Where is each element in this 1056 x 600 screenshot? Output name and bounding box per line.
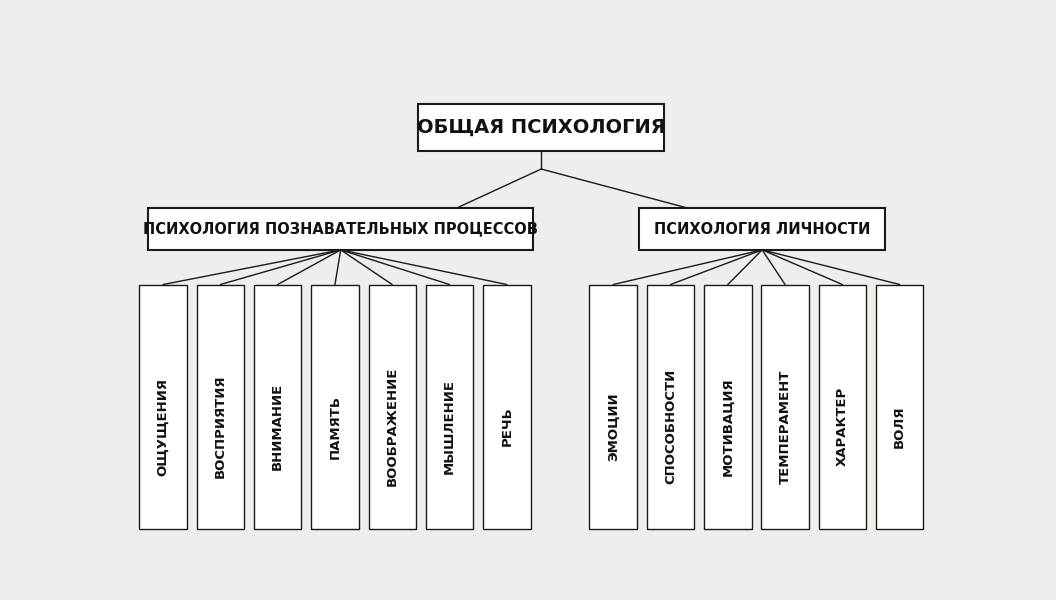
FancyBboxPatch shape: [483, 284, 530, 529]
FancyBboxPatch shape: [704, 284, 752, 529]
Text: ПАМЯТЬ: ПАМЯТЬ: [328, 395, 341, 458]
Text: ПСИХОЛОГИЯ ПОЗНАВАТЕЛЬНЫХ ПРОЦЕССОВ: ПСИХОЛОГИЯ ПОЗНАВАТЕЛЬНЫХ ПРОЦЕССОВ: [144, 221, 539, 236]
FancyBboxPatch shape: [818, 284, 866, 529]
Text: ПСИХОЛОГИЯ ЛИЧНОСТИ: ПСИХОЛОГИЯ ЛИЧНОСТИ: [654, 221, 870, 236]
Text: ТЕМПЕРАМЕНТ: ТЕМПЕРАМЕНТ: [778, 370, 792, 484]
FancyBboxPatch shape: [139, 284, 187, 529]
Text: ХАРАКТЕР: ХАРАКТЕР: [836, 387, 849, 466]
Text: ВОЛЯ: ВОЛЯ: [893, 405, 906, 448]
FancyBboxPatch shape: [196, 284, 244, 529]
Text: ЭМОЦИИ: ЭМОЦИИ: [607, 392, 620, 461]
Text: ВООБРАЖЕНИЕ: ВООБРАЖЕНИЕ: [385, 367, 399, 486]
FancyBboxPatch shape: [426, 284, 473, 529]
FancyBboxPatch shape: [589, 284, 637, 529]
Text: ОЩУЩЕНИЯ: ОЩУЩЕНИЯ: [156, 377, 170, 476]
Text: МЫШЛЕНИЕ: МЫШЛЕНИЕ: [444, 379, 456, 474]
Text: ВНИМАНИЕ: ВНИМАНИЕ: [271, 383, 284, 470]
FancyBboxPatch shape: [253, 284, 301, 529]
FancyBboxPatch shape: [646, 284, 694, 529]
Text: СПОСОБНОСТИ: СПОСОБНОСТИ: [664, 369, 677, 484]
FancyBboxPatch shape: [639, 208, 885, 250]
FancyBboxPatch shape: [369, 284, 416, 529]
FancyBboxPatch shape: [148, 208, 533, 250]
Text: МОТИВАЦИЯ: МОТИВАЦИЯ: [721, 377, 734, 476]
Text: ОБЩАЯ ПСИХОЛОГИЯ: ОБЩАЯ ПСИХОЛОГИЯ: [417, 118, 665, 137]
FancyBboxPatch shape: [418, 104, 664, 151]
Text: ВОСПРИЯТИЯ: ВОСПРИЯТИЯ: [214, 375, 227, 478]
FancyBboxPatch shape: [875, 284, 923, 529]
Text: РЕЧЬ: РЕЧЬ: [501, 407, 513, 446]
FancyBboxPatch shape: [312, 284, 359, 529]
FancyBboxPatch shape: [761, 284, 809, 529]
